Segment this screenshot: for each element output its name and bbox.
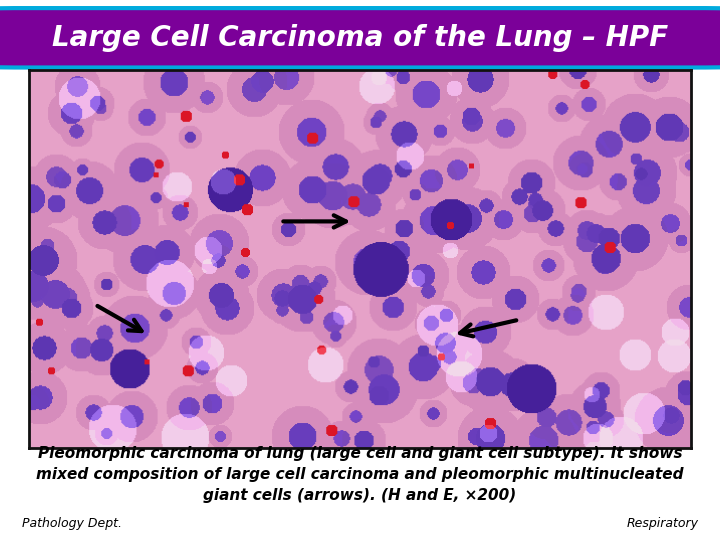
- Text: Large Cell Carcinoma of the Lung – HPF: Large Cell Carcinoma of the Lung – HPF: [52, 24, 668, 52]
- Text: Pathology Dept.: Pathology Dept.: [22, 517, 122, 530]
- Text: Respiratory: Respiratory: [626, 517, 698, 530]
- Text: Pleomorphic carcinoma of lung (large cell and giant cell subtype). It shows
mixe: Pleomorphic carcinoma of lung (large cel…: [36, 446, 684, 503]
- FancyBboxPatch shape: [0, 8, 720, 68]
